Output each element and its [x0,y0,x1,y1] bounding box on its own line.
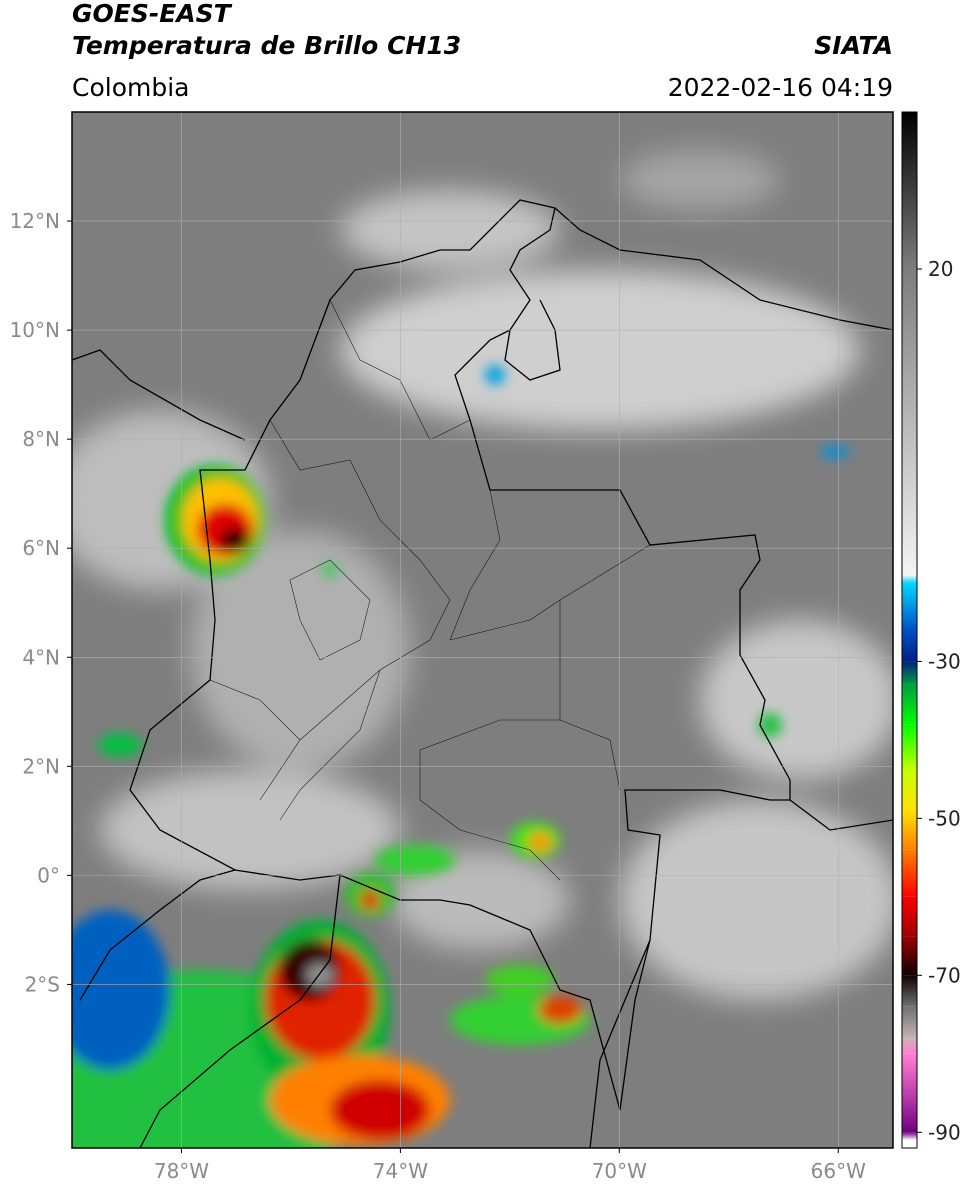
x-tick-label: 78°W [154,1159,209,1183]
colorbar-segment [902,268,917,576]
y-tick-label: 0° [37,863,60,887]
colorbar-tick-label: -50 [928,806,961,830]
y-tick-label: 8°N [22,427,60,451]
map-frame [71,111,894,1149]
ecuador-coast [79,869,236,1001]
borders [72,199,893,1148]
y-tick-label: 2°N [22,754,60,778]
x-tick-label: 70°W [592,1159,647,1183]
clouds [72,150,893,1000]
region: Colombia [72,73,189,102]
colorbar [902,112,917,1148]
timestamp: 2022-02-16 04:19 [668,73,893,102]
colorbar-segment [902,771,917,811]
colorbar-frame [901,111,918,1149]
colorbar-segment [902,575,917,583]
y-tick-label: 4°N [22,645,60,669]
colorbar-tick-label: -70 [928,963,961,987]
brazil-venezuela-border [789,799,893,831]
panama-coast [72,349,246,441]
colorbar-tick-label: -90 [928,1120,961,1144]
x-tick-label: 66°W [811,1159,866,1183]
maracaibo-lake [504,299,561,381]
colorbar-segment [902,849,917,897]
convection [72,365,850,1148]
colorbar-segment [902,582,917,630]
title: GOES-EAST [72,0,233,28]
colorbar-segment [902,1006,917,1039]
colorbar-segment [902,1132,917,1141]
y-tick-label: 10°N [10,318,60,342]
colorbar-segment [902,661,917,685]
colorbar-segment [902,1140,917,1148]
brazil-peru-border [589,939,651,1148]
colorbar-segment [902,1093,917,1133]
colorbar-segment [902,936,917,976]
colorbar-segment [902,810,917,850]
colorbar-segment [902,975,917,1007]
colorbar-tick-label: -30 [928,649,961,673]
source: SIATA [814,31,893,60]
colorbar-segment [902,724,917,772]
subtitle: Temperatura de Brillo CH13 [72,31,461,60]
venezuela-coast [554,207,893,331]
peru-ecuador-border [139,874,341,1148]
colorbar-tick-label: 20 [928,257,953,281]
colorbar-segment [902,684,917,725]
y-tick-label: 12°N [10,209,60,233]
colorbar-segment [902,1038,917,1054]
y-tick-label: 6°N [22,536,60,560]
colorbar-segment [902,896,917,937]
colorbar-segment [902,630,917,662]
y-tick-label: 2°S [25,972,60,996]
graticule [72,112,893,1148]
colombia-border [129,199,791,1111]
department-borders [209,299,651,881]
x-tick-label: 74°W [373,1159,428,1183]
map-imagery [72,112,893,1148]
colorbar-segment [902,1053,917,1094]
colorbar-segment [902,112,917,269]
